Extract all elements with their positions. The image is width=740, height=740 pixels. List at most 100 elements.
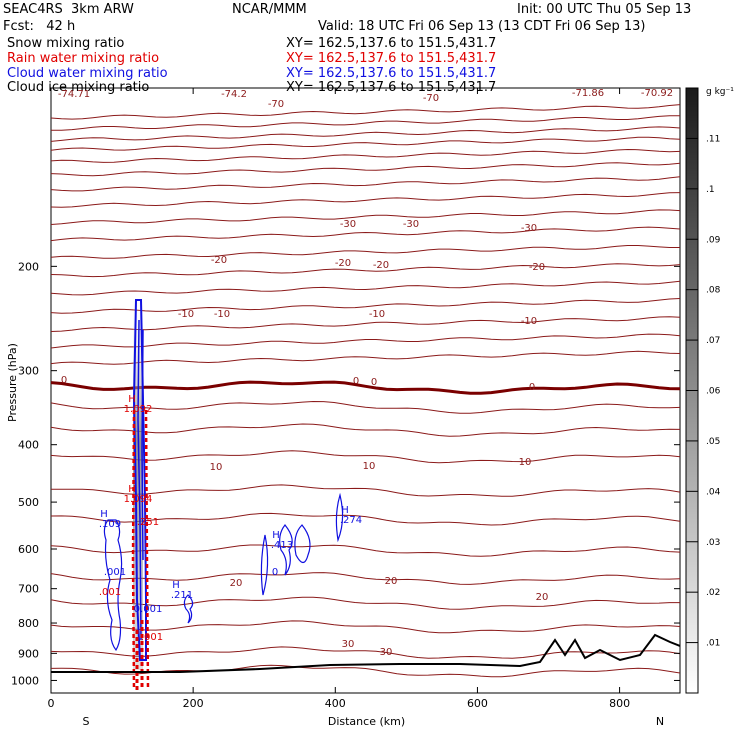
isotherm-line xyxy=(51,263,680,278)
isotherm-label: -74.71 xyxy=(58,89,90,100)
isotherm-line xyxy=(51,646,680,659)
valid-time: Valid: 18 UTC Fri 06 Sep 13 (13 CDT Fri … xyxy=(318,19,646,34)
field-cloudwater-xy: XY= 162.5,137.6 to 151.5,431.7 xyxy=(286,66,497,81)
isotherm-label: 0 xyxy=(353,376,359,387)
init-time: Init: 00 UTC Thu 05 Sep 13 xyxy=(517,2,692,17)
colorbar-tick-label: .06 xyxy=(706,387,721,397)
isotherm-line xyxy=(51,664,680,678)
forecast-hour: Fcst: 42 h xyxy=(3,19,76,34)
cloud-water-cell xyxy=(279,524,293,576)
isotherm-line xyxy=(51,176,680,192)
isotherm-line xyxy=(51,620,680,634)
field-rain-label: Rain water mixing ratio xyxy=(7,51,160,66)
extremum-value: 0 xyxy=(272,567,278,578)
x-tick-label: 600 xyxy=(467,697,488,710)
extremum-value: 1.092 xyxy=(124,404,153,415)
isotherm-line xyxy=(51,209,680,225)
isotherm-line xyxy=(51,226,680,242)
isotherm-line xyxy=(51,298,680,314)
isotherm-label: -10 xyxy=(214,309,230,320)
terrain-line xyxy=(51,633,680,673)
isotherm-line xyxy=(51,400,680,414)
colorbar-unit: g kg⁻¹ xyxy=(706,87,734,97)
cloud-ice-shading xyxy=(133,290,143,670)
extremum-value: .109 xyxy=(99,519,121,530)
extremum-value: .001 xyxy=(104,567,126,578)
isotherm-label: -30 xyxy=(521,223,537,234)
extremum-marker: H xyxy=(100,509,108,520)
isotherm-label: -10 xyxy=(178,309,194,320)
extremum-value: .001 xyxy=(141,632,163,643)
y-tick-label: 500 xyxy=(18,496,39,509)
isotherm-label: -30 xyxy=(403,219,419,230)
north-endpoint-label: N xyxy=(656,715,664,728)
isotherm-label: -20 xyxy=(211,255,227,266)
y-tick-label: 300 xyxy=(18,365,39,378)
isotherm-line xyxy=(51,148,680,163)
isotherm-line xyxy=(51,423,680,437)
isotherm-line xyxy=(51,316,680,332)
y-tick-label: 1000 xyxy=(11,674,39,687)
isotherm-label: 0 xyxy=(371,377,377,388)
cloud-water-cell xyxy=(183,594,194,624)
isotherm-label: 10 xyxy=(210,462,223,473)
isotherm-label: 10 xyxy=(363,461,376,472)
colorbar-tick-label: .08 xyxy=(706,286,721,296)
colorbar-tick-label: .11 xyxy=(706,134,720,144)
rain-water-heavy xyxy=(135,620,144,690)
y-tick-label: 400 xyxy=(18,439,39,452)
extremum-value: .001 xyxy=(99,587,121,598)
isotherm-label: -20 xyxy=(373,260,389,271)
isotherm-line xyxy=(51,512,680,526)
colorbar-tick-label: .05 xyxy=(706,437,720,447)
isotherm-line xyxy=(51,136,680,151)
x-axis-title: Distance (km) xyxy=(328,715,405,728)
isotherm-line xyxy=(51,450,680,464)
isotherm-label: -10 xyxy=(369,309,385,320)
cloud-water-cell xyxy=(294,524,311,564)
model-title: SEAC4RS 3km ARW xyxy=(3,2,134,17)
isotherm-line xyxy=(51,115,680,131)
isotherm-label: 30 xyxy=(342,639,355,650)
isotherm-line xyxy=(51,333,680,349)
field-snow-xy: XY= 162.5,137.6 to 151.5,431.7 xyxy=(286,36,497,51)
isotherm-label: 30 xyxy=(380,647,393,658)
south-endpoint-label: S xyxy=(83,715,90,728)
isotherm-label: 20 xyxy=(230,578,243,589)
extremum-marker: H xyxy=(128,484,136,495)
isotherm-label: -70 xyxy=(423,93,439,104)
extremum-marker: H xyxy=(172,580,180,591)
field-rain-xy: XY= 162.5,137.6 to 151.5,431.7 xyxy=(286,51,497,66)
extremum-value: .211 xyxy=(171,590,193,601)
isotherm-line xyxy=(51,350,680,365)
colorbar-tick-label: .03 xyxy=(706,538,720,548)
cloud-water-cell xyxy=(103,519,123,652)
isotherm-label: 20 xyxy=(385,576,398,587)
isotherm-line xyxy=(51,104,680,120)
field-snow-label: Snow mixing ratio xyxy=(7,36,125,51)
isotherm-line xyxy=(51,126,680,142)
isotherm-label: 0 xyxy=(61,375,67,386)
x-tick-label: 200 xyxy=(183,697,204,710)
isotherm-line xyxy=(51,572,680,585)
isotherm-label: -20 xyxy=(529,262,545,273)
isotherm-label: -71.86 xyxy=(572,88,604,99)
isotherm-line xyxy=(51,192,680,208)
cloud-water-cell xyxy=(335,492,344,543)
y-tick-label: 800 xyxy=(18,617,39,630)
extremum-value: 0.001 xyxy=(134,604,163,615)
extremum-value: .251 xyxy=(137,517,159,528)
isotherm-label: 10 xyxy=(519,457,532,468)
isotherm-line xyxy=(51,596,680,610)
extremum-marker: H xyxy=(272,530,280,541)
rain-water-contour xyxy=(131,409,150,691)
colorbar-tick-label: .02 xyxy=(706,588,720,598)
cloud-water-inner xyxy=(137,319,144,641)
extremum-value: .413 xyxy=(271,540,293,551)
colorbar-tick-label: .07 xyxy=(706,336,720,346)
x-tick-label: 800 xyxy=(609,697,630,710)
colorbar-tick-label: .09 xyxy=(706,235,721,245)
isotherm-label: 0 xyxy=(529,382,535,393)
zero-isotherm xyxy=(51,380,680,395)
plot-frame xyxy=(50,87,681,694)
